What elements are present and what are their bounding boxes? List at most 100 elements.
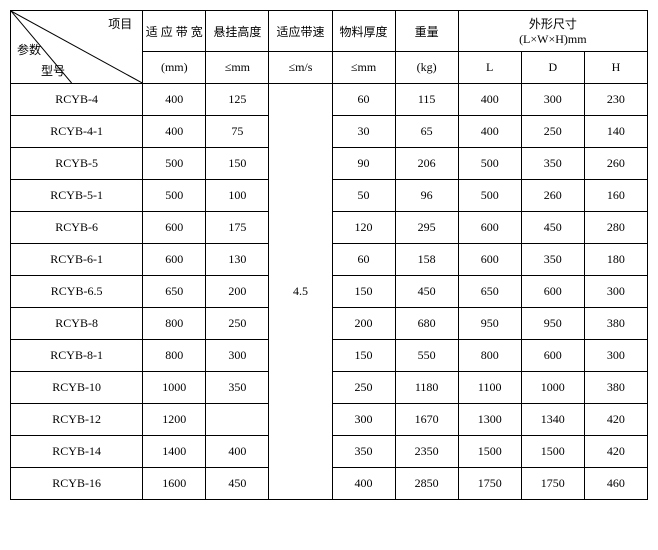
cell-mat-thick: 90 — [332, 148, 395, 180]
cell-model: RCYB-5 — [11, 148, 143, 180]
cell-D: 260 — [521, 180, 584, 212]
cell-model: RCYB-12 — [11, 404, 143, 436]
cell-model: RCYB-10 — [11, 372, 143, 404]
cell-H: 420 — [584, 436, 647, 468]
cell-weight: 1670 — [395, 404, 458, 436]
cell-model: RCYB-6 — [11, 212, 143, 244]
header-weight: 重量 — [395, 11, 458, 52]
cell-mat-thick: 60 — [332, 244, 395, 276]
spec-table: 项目 参数 型号 适 应 带 宽 悬挂高度 适应带速 物料厚度 重量 外形尺寸 … — [10, 10, 648, 500]
cell-weight: 295 — [395, 212, 458, 244]
table-body: RCYB-44001254.560115400300230RCYB-4-1400… — [11, 84, 648, 500]
header-belt-speed-unit: ≤m/s — [269, 52, 332, 84]
cell-mat-thick: 150 — [332, 276, 395, 308]
cell-H: 300 — [584, 276, 647, 308]
cell-H: 280 — [584, 212, 647, 244]
cell-hang-height: 400 — [206, 436, 269, 468]
cell-belt-width: 650 — [143, 276, 206, 308]
cell-L: 400 — [458, 116, 521, 148]
cell-L: 400 — [458, 84, 521, 116]
cell-L: 950 — [458, 308, 521, 340]
header-outer-dim: 外形尺寸 (L×W×H)mm — [458, 11, 647, 52]
cell-weight: 1180 — [395, 372, 458, 404]
cell-belt-speed: 4.5 — [269, 84, 332, 500]
cell-hang-height: 200 — [206, 276, 269, 308]
cell-mat-thick: 50 — [332, 180, 395, 212]
cell-model: RCYB-8 — [11, 308, 143, 340]
cell-D: 950 — [521, 308, 584, 340]
cell-H: 140 — [584, 116, 647, 148]
header-L: L — [458, 52, 521, 84]
cell-L: 1300 — [458, 404, 521, 436]
cell-belt-width: 600 — [143, 212, 206, 244]
cell-weight: 550 — [395, 340, 458, 372]
cell-D: 1340 — [521, 404, 584, 436]
cell-hang-height: 450 — [206, 468, 269, 500]
cell-D: 350 — [521, 148, 584, 180]
cell-weight: 2850 — [395, 468, 458, 500]
cell-H: 260 — [584, 148, 647, 180]
cell-L: 1100 — [458, 372, 521, 404]
cell-L: 600 — [458, 244, 521, 276]
cell-weight: 680 — [395, 308, 458, 340]
cell-weight: 158 — [395, 244, 458, 276]
cell-belt-width: 400 — [143, 84, 206, 116]
cell-H: 380 — [584, 372, 647, 404]
cell-D: 600 — [521, 340, 584, 372]
table-header: 项目 参数 型号 适 应 带 宽 悬挂高度 适应带速 物料厚度 重量 外形尺寸 … — [11, 11, 648, 84]
cell-model: RCYB-4 — [11, 84, 143, 116]
cell-D: 1750 — [521, 468, 584, 500]
cell-belt-width: 800 — [143, 308, 206, 340]
diagonal-header: 项目 参数 型号 — [11, 11, 143, 84]
header-param: 参数 — [17, 41, 41, 58]
header-hang-height-unit: ≤mm — [206, 52, 269, 84]
header-model: 型号 — [41, 62, 65, 79]
cell-belt-width: 1000 — [143, 372, 206, 404]
cell-hang-height: 130 — [206, 244, 269, 276]
cell-mat-thick: 120 — [332, 212, 395, 244]
cell-mat-thick: 400 — [332, 468, 395, 500]
cell-hang-height — [206, 404, 269, 436]
table-row: RCYB-44001254.560115400300230 — [11, 84, 648, 116]
cell-D: 250 — [521, 116, 584, 148]
cell-model: RCYB-16 — [11, 468, 143, 500]
cell-L: 1500 — [458, 436, 521, 468]
header-weight-unit: (kg) — [395, 52, 458, 84]
header-hang-height: 悬挂高度 — [206, 11, 269, 52]
cell-weight: 206 — [395, 148, 458, 180]
cell-weight: 115 — [395, 84, 458, 116]
cell-belt-width: 500 — [143, 180, 206, 212]
header-H: H — [584, 52, 647, 84]
header-belt-width-unit: (mm) — [143, 52, 206, 84]
cell-mat-thick: 200 — [332, 308, 395, 340]
header-belt-width: 适 应 带 宽 — [143, 11, 206, 52]
header-D: D — [521, 52, 584, 84]
cell-L: 500 — [458, 148, 521, 180]
cell-L: 600 — [458, 212, 521, 244]
cell-hang-height: 100 — [206, 180, 269, 212]
cell-mat-thick: 30 — [332, 116, 395, 148]
cell-L: 650 — [458, 276, 521, 308]
cell-L: 800 — [458, 340, 521, 372]
cell-hang-height: 350 — [206, 372, 269, 404]
cell-H: 180 — [584, 244, 647, 276]
cell-belt-width: 1600 — [143, 468, 206, 500]
header-belt-speed: 适应带速 — [269, 11, 332, 52]
cell-hang-height: 75 — [206, 116, 269, 148]
cell-hang-height: 250 — [206, 308, 269, 340]
cell-L: 1750 — [458, 468, 521, 500]
cell-mat-thick: 300 — [332, 404, 395, 436]
cell-mat-thick: 350 — [332, 436, 395, 468]
cell-weight: 2350 — [395, 436, 458, 468]
header-outer-dim-unit: (L×W×H)mm — [461, 32, 645, 47]
cell-H: 380 — [584, 308, 647, 340]
cell-mat-thick: 250 — [332, 372, 395, 404]
cell-model: RCYB-6-1 — [11, 244, 143, 276]
cell-D: 300 — [521, 84, 584, 116]
cell-D: 1500 — [521, 436, 584, 468]
cell-mat-thick: 60 — [332, 84, 395, 116]
cell-H: 160 — [584, 180, 647, 212]
cell-hang-height: 125 — [206, 84, 269, 116]
cell-model: RCYB-5-1 — [11, 180, 143, 212]
cell-H: 230 — [584, 84, 647, 116]
